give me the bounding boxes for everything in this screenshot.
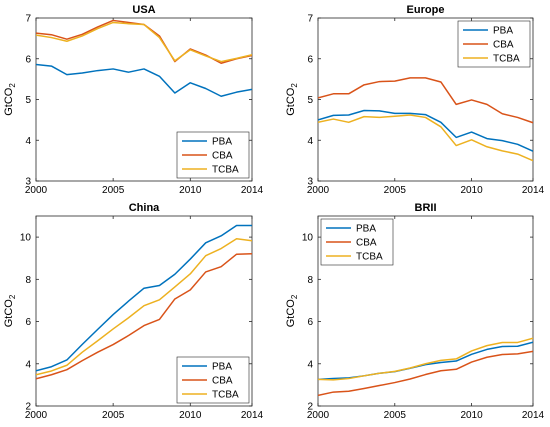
y-tick-label: 10 <box>20 233 32 244</box>
x-tick-label: 2005 <box>384 185 407 196</box>
y-tick-label: 4 <box>307 136 313 147</box>
series-line-tcba <box>318 114 533 162</box>
y-axis-label: GtCO2 <box>3 83 17 116</box>
y-axis-label-subscript: 2 <box>290 294 299 299</box>
y-tick-label: 7 <box>25 14 31 25</box>
x-tick-label: 2010 <box>460 185 483 196</box>
chart-title: USA <box>132 4 155 16</box>
y-axis-label-subscript: 2 <box>8 83 17 88</box>
x-tick-label: 2014 <box>522 185 545 196</box>
y-tick-label: 4 <box>307 359 313 370</box>
y-axis-label-subscript: 2 <box>8 294 17 299</box>
y-tick-label: 8 <box>307 275 313 286</box>
series-line-cba <box>36 253 252 380</box>
y-tick-label: 3 <box>307 177 313 188</box>
chart-panel-usa: USA GtCO2 2000 2005 2010 2014 3 4 5 6 7 PBA CBA TCBA <box>3 4 264 196</box>
y-tick-label: 6 <box>307 317 313 328</box>
series-line-tcba <box>36 21 252 63</box>
y-tick-label: 6 <box>307 54 313 65</box>
y-tick-label: 6 <box>25 317 31 328</box>
chart-title: Europe <box>407 4 445 16</box>
y-tick-label: 2 <box>307 402 313 413</box>
x-tick-label: 2010 <box>179 185 202 196</box>
series-line-pba <box>36 224 252 372</box>
series-line-pba <box>36 63 252 97</box>
legend: PBA CBA TCBA <box>176 131 250 179</box>
x-tick-label: 2005 <box>102 185 125 196</box>
y-axis-label-main: GtCO <box>3 299 15 328</box>
series-line-cba <box>318 350 533 397</box>
legend-label-cba: CBA <box>212 376 233 387</box>
legend-label-cba: CBA <box>212 151 233 162</box>
series-line-tcba <box>36 238 252 376</box>
y-tick-label: 5 <box>25 95 31 106</box>
legend-label-cba: CBA <box>356 238 377 249</box>
series-line-pba <box>318 109 533 152</box>
x-tick-label: 2014 <box>241 410 264 421</box>
y-tick-label: 10 <box>302 233 314 244</box>
y-axis-label-main: GtCO <box>3 87 15 116</box>
x-tick-label: 2014 <box>522 410 545 421</box>
series-line-tcba <box>318 337 533 381</box>
x-tick-label: 2010 <box>460 410 483 421</box>
legend: PBA CBA TCBA <box>457 20 531 68</box>
chart-title: China <box>129 202 160 214</box>
y-tick-label: 7 <box>307 14 313 25</box>
chart-title: BRII <box>415 202 437 214</box>
series-line-cba <box>318 77 533 124</box>
y-tick-label: 2 <box>25 402 31 413</box>
y-axis-label: GtCO2 <box>3 294 17 327</box>
legend-label-tcba: TCBA <box>212 390 239 401</box>
x-tick-label: 2005 <box>384 410 407 421</box>
y-axis-label-main: GtCO <box>285 299 297 328</box>
x-tick-label: 2000 <box>307 410 330 421</box>
legend-label-pba: PBA <box>356 224 376 235</box>
y-tick-label: 4 <box>25 136 31 147</box>
legend: PBA CBA TCBA <box>320 218 394 266</box>
legend-label-tcba: TCBA <box>356 252 383 263</box>
x-tick-label: 2010 <box>179 410 202 421</box>
legend-label-tcba: TCBA <box>493 54 520 65</box>
y-tick-label: 3 <box>25 177 31 188</box>
y-axis-label-main: GtCO <box>285 87 297 116</box>
chart-panel-europe: Europe GtCO2 2000 2005 2010 2014 3 4 5 6 7 PBA CBA TC… <box>285 4 545 196</box>
y-axis-label: GtCO2 <box>285 294 299 327</box>
y-axis-label: GtCO2 <box>285 83 299 116</box>
x-tick-label: 2000 <box>25 185 48 196</box>
legend-label-pba: PBA <box>493 26 513 37</box>
x-tick-label: 2005 <box>102 410 125 421</box>
y-tick-label: 6 <box>25 54 31 65</box>
legend-label-tcba: TCBA <box>212 165 239 176</box>
y-tick-label: 4 <box>25 359 31 370</box>
legend-label-cba: CBA <box>493 40 514 51</box>
legend-label-pba: PBA <box>212 362 232 373</box>
legend: PBA CBA TCBA <box>176 356 250 404</box>
y-axis-label-subscript: 2 <box>290 83 299 88</box>
x-tick-label: 2014 <box>241 185 264 196</box>
y-tick-label: 5 <box>307 95 313 106</box>
x-tick-label: 2000 <box>25 410 48 421</box>
legend-label-pba: PBA <box>212 137 232 148</box>
y-tick-label: 8 <box>25 275 31 286</box>
x-tick-label: 2000 <box>307 185 330 196</box>
